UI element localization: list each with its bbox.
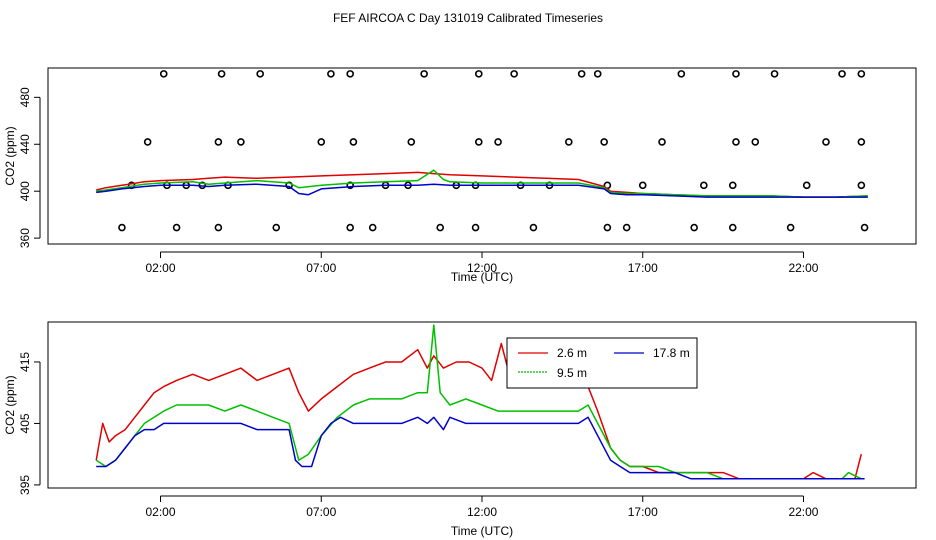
y-tick-label: 360 <box>18 228 32 248</box>
x-tick-label: 12:00 <box>467 505 497 519</box>
flag-marker <box>600 138 608 146</box>
flag-marker <box>436 223 445 232</box>
flag-marker <box>118 223 126 232</box>
flag-marker <box>217 70 226 78</box>
flag-marker <box>510 70 518 78</box>
bottom-x-axis: 02:00 07:00 12:00 17:00 22:00 <box>146 495 819 519</box>
legend-label-2-6m: 2.6 m <box>557 346 587 360</box>
top-plot-frame <box>47 67 917 245</box>
flag-marker <box>577 70 586 78</box>
y-tick-label: 405 <box>18 413 32 433</box>
flag-marker <box>214 223 223 232</box>
flag-marker <box>159 70 168 78</box>
flag-marker <box>214 138 223 146</box>
flag-marker <box>857 181 866 190</box>
legend: 2.6 m 17.8 m 9.5 m <box>506 337 698 389</box>
flag-marker <box>732 70 740 78</box>
flag-marker <box>802 181 811 190</box>
flag-marker <box>420 70 428 78</box>
flag-marker <box>346 223 354 232</box>
legend-label-9-5m: 9.5 m <box>557 366 587 380</box>
flag-marker <box>770 70 779 78</box>
bottom-x-axis-label: Time (UTC) <box>451 524 513 538</box>
flag-marker <box>728 223 737 232</box>
bottom-y-axis: 395 405 415 <box>18 352 41 495</box>
legend-label-17-8m: 17.8 m <box>653 346 690 360</box>
x-tick-label: 07:00 <box>306 261 336 275</box>
flag-marker <box>474 70 483 78</box>
bottom-series-lines <box>95 324 865 480</box>
flag-marker <box>407 138 416 146</box>
flag-marker <box>857 70 866 78</box>
bottom-y-axis-label: CO2 (ppm) <box>3 375 17 434</box>
flag-marker <box>368 223 377 232</box>
bottom-panel: 395 405 415 02:00 07:00 12:00 17:00 22:00 Time… <box>3 321 917 538</box>
flag-marker <box>700 181 708 190</box>
flag-marker <box>172 223 181 232</box>
series-line-17-8-m <box>96 416 865 480</box>
x-tick-label: 17:00 <box>628 505 658 519</box>
y-tick-label: 480 <box>18 87 32 107</box>
flag-marker <box>603 223 612 232</box>
top-flag-markers <box>118 70 869 232</box>
series-line-17-8-m <box>96 183 868 198</box>
flag-marker <box>272 223 281 232</box>
x-tick-label: 12:00 <box>467 261 497 275</box>
flag-marker <box>860 223 869 232</box>
flag-marker <box>728 181 737 190</box>
flag-marker <box>327 70 335 78</box>
flag-marker <box>471 223 480 232</box>
x-tick-label: 22:00 <box>788 505 818 519</box>
flag-marker <box>838 70 846 78</box>
legend-box <box>506 337 698 389</box>
y-tick-label: 440 <box>18 134 32 154</box>
flag-marker <box>346 70 354 78</box>
x-tick-label: 02:00 <box>146 261 176 275</box>
flag-marker <box>593 70 602 78</box>
flag-marker <box>622 223 631 232</box>
chart-title: FEF AIRCOA C Day 131019 Calibrated Times… <box>333 11 603 25</box>
flag-marker <box>564 138 573 146</box>
flag-marker <box>857 138 866 146</box>
y-tick-label: 400 <box>18 181 32 201</box>
flag-marker <box>317 138 326 146</box>
flag-marker <box>822 138 830 146</box>
flag-marker <box>237 138 245 146</box>
series-line-9-5-m <box>96 169 868 198</box>
bottom-plot-frame <box>47 321 917 489</box>
top-x-axis: 02:00 07:00 12:00 17:00 22:00 <box>146 251 819 275</box>
top-y-axis: 360 400 440 480 <box>18 87 41 248</box>
flag-marker <box>349 138 358 146</box>
flag-marker <box>143 138 152 146</box>
flag-marker <box>732 138 740 146</box>
series-line-9-5-m <box>95 324 862 480</box>
flag-marker <box>786 223 795 232</box>
flag-marker <box>638 181 647 190</box>
top-series-lines <box>96 169 868 198</box>
x-tick-label: 17:00 <box>628 261 658 275</box>
flag-marker <box>529 223 538 232</box>
flag-marker <box>494 138 502 146</box>
x-tick-label: 22:00 <box>788 261 818 275</box>
top-y-axis-label: CO2 (ppm) <box>3 126 17 185</box>
flag-marker <box>346 181 354 190</box>
flag-marker <box>751 138 760 146</box>
flag-marker <box>677 70 686 78</box>
flag-marker <box>256 70 264 78</box>
series-line-2-6-m <box>95 342 863 480</box>
y-tick-label: 415 <box>18 352 32 372</box>
x-tick-label: 07:00 <box>306 505 336 519</box>
flag-marker <box>690 223 698 232</box>
flag-marker <box>474 138 483 146</box>
x-tick-label: 02:00 <box>146 505 176 519</box>
y-tick-label: 395 <box>18 475 32 495</box>
flag-marker <box>658 138 666 146</box>
top-panel: 360 400 440 480 02:00 07:00 12:00 17:00 22:00 T… <box>3 67 917 284</box>
top-x-axis-label: Time (UTC) <box>451 270 513 284</box>
